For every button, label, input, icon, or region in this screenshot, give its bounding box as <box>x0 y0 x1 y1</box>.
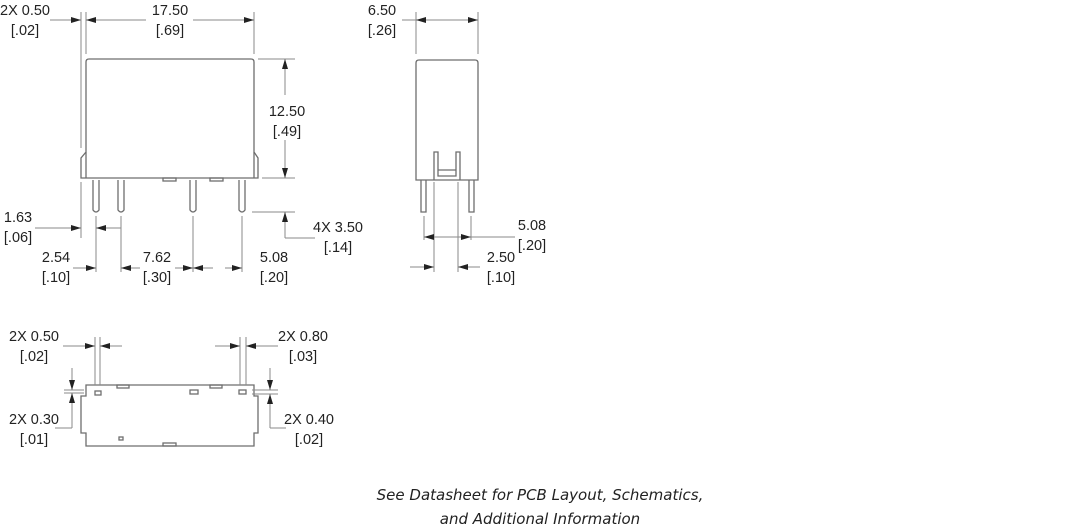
bottom-pin-b-in: [.03] <box>289 349 317 365</box>
caption-line-1: See Datasheet for PCB Layout, Schematics… <box>377 486 704 504</box>
pins <box>92 180 246 213</box>
height-mm: 12.50 <box>269 104 305 120</box>
length-in: [.69] <box>156 23 184 39</box>
pin-width-mm: 2X 0.50 <box>0 3 50 19</box>
length-mm: 17.50 <box>152 3 188 19</box>
bottom-view: 2X 0.50 [.02] 2X 0.80 [.03] 2X 0.30 [.01… <box>9 329 334 448</box>
bottom-thick-a-mm: 2X 0.30 <box>9 412 59 428</box>
side-pin-offset-in: [.10] <box>487 270 515 286</box>
pin-offset-in: [.06] <box>4 230 32 246</box>
side-pin-spacing-in: [.20] <box>518 238 546 254</box>
pitch-c-mm: 5.08 <box>260 250 288 266</box>
side-pin-offset-mm: 2.50 <box>487 250 515 266</box>
pin-offset-mm: 1.63 <box>4 210 32 226</box>
side-pin-spacing-mm: 5.08 <box>518 218 546 234</box>
side-pin-left <box>420 180 427 213</box>
side-width-in: [.26] <box>368 23 396 39</box>
pin-length-mm: 4X 3.50 <box>313 220 363 236</box>
relay-body <box>80 58 259 179</box>
caption-line-2: and Additional Information <box>440 510 640 528</box>
pitch-b-in: [.30] <box>143 270 171 286</box>
relay-bottom-body <box>80 384 259 447</box>
bottom-pin-b-mm: 2X 0.80 <box>278 329 328 345</box>
front-view: 2X 0.50 [.02] 17.50 [.69] 12.50 [.49] 1.… <box>0 3 363 286</box>
pitch-b-mm: 7.62 <box>143 250 171 266</box>
pitch-a-mm: 2.54 <box>42 250 70 266</box>
pin-length-in: [.14] <box>324 240 352 256</box>
side-view: 6.50 [.26] 5.08 [.20] 2.50 [.10] <box>368 3 546 286</box>
bottom-pin-a-in: [.02] <box>20 349 48 365</box>
pin-width-in: [.02] <box>11 23 39 39</box>
height-in: [.49] <box>273 124 301 140</box>
side-width-mm: 6.50 <box>368 3 396 19</box>
pitch-a-in: [.10] <box>42 270 70 286</box>
bottom-thick-b-mm: 2X 0.40 <box>284 412 334 428</box>
side-pin-right <box>468 180 475 213</box>
bottom-pin-a-mm: 2X 0.50 <box>9 329 59 345</box>
bottom-thick-b-in: [.02] <box>295 432 323 448</box>
pitch-c-in: [.20] <box>260 270 288 286</box>
relay-side-body <box>415 59 479 181</box>
bottom-thick-a-in: [.01] <box>20 432 48 448</box>
